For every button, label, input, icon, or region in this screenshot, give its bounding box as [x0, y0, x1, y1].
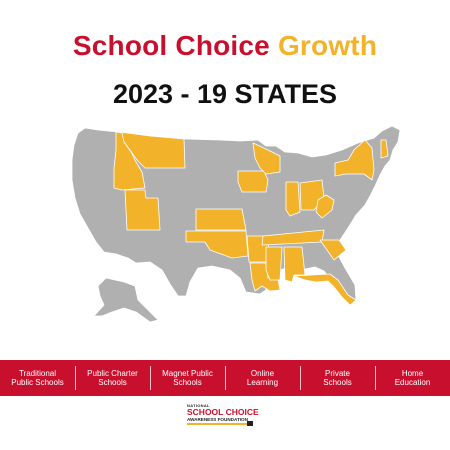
option-line2: Public Schools: [11, 378, 64, 387]
state-florida: [293, 273, 357, 306]
option-public-charter-schools: Public Charter Schools: [75, 360, 150, 396]
option-line2: Schools: [173, 378, 202, 387]
title-part-gold: Growth: [277, 30, 378, 61]
logo-line-foundation: AWARENESS FOUNDATION: [187, 417, 248, 422]
subtitle: 2023 - 19 STATES: [112, 79, 338, 109]
option-line1: Magnet Public: [162, 368, 213, 378]
option-line1: Traditional: [18, 368, 57, 378]
state-oklahoma: [185, 230, 249, 259]
option-private-schools: Private Schools: [300, 360, 375, 396]
state-kansas: [195, 208, 247, 231]
option-line1: Public Charter: [87, 368, 138, 378]
logo-underline: [187, 423, 249, 425]
logo-line-national: NATIONAL: [187, 403, 210, 408]
pencil-icon: [247, 421, 253, 426]
option-line1: Home: [401, 368, 424, 378]
option-online-learning: Online Learning: [225, 360, 300, 396]
logo-line-school-choice: SCHOOL CHOICE: [187, 407, 259, 417]
state-utah: [124, 189, 161, 231]
state-indiana: [285, 181, 301, 217]
title-part-red: School Choice: [72, 30, 270, 61]
option-line2: Schools: [98, 378, 127, 387]
option-line2: Education: [394, 378, 431, 387]
state-mississippi: [265, 246, 283, 281]
option-line1: Online: [250, 368, 275, 378]
option-home-education: Home Education: [375, 360, 450, 396]
alaska-base: [93, 277, 159, 323]
state-iowa: [237, 170, 269, 193]
state-idaho: [113, 131, 146, 191]
state-west-virginia: [315, 194, 335, 219]
state-south-carolina: [319, 239, 347, 261]
foundation-logo: NATIONAL SCHOOL CHOICE AWARENESS FOUNDAT…: [187, 404, 267, 426]
option-line2: Schools: [323, 378, 352, 387]
school-options-banner: Traditional Public Schools Public Charter…: [0, 360, 450, 396]
state-alabama: [283, 246, 306, 283]
option-traditional-public-schools: Traditional Public Schools: [0, 360, 75, 396]
option-line2: Learning: [246, 378, 279, 387]
state-new-hampshire: [380, 139, 389, 159]
state-wisconsin: [252, 142, 281, 175]
state-new-york: [334, 139, 375, 181]
option-magnet-public-schools: Magnet Public Schools: [150, 360, 225, 396]
option-line1: Private: [325, 368, 350, 378]
title: School Choice Growth: [0, 30, 450, 62]
